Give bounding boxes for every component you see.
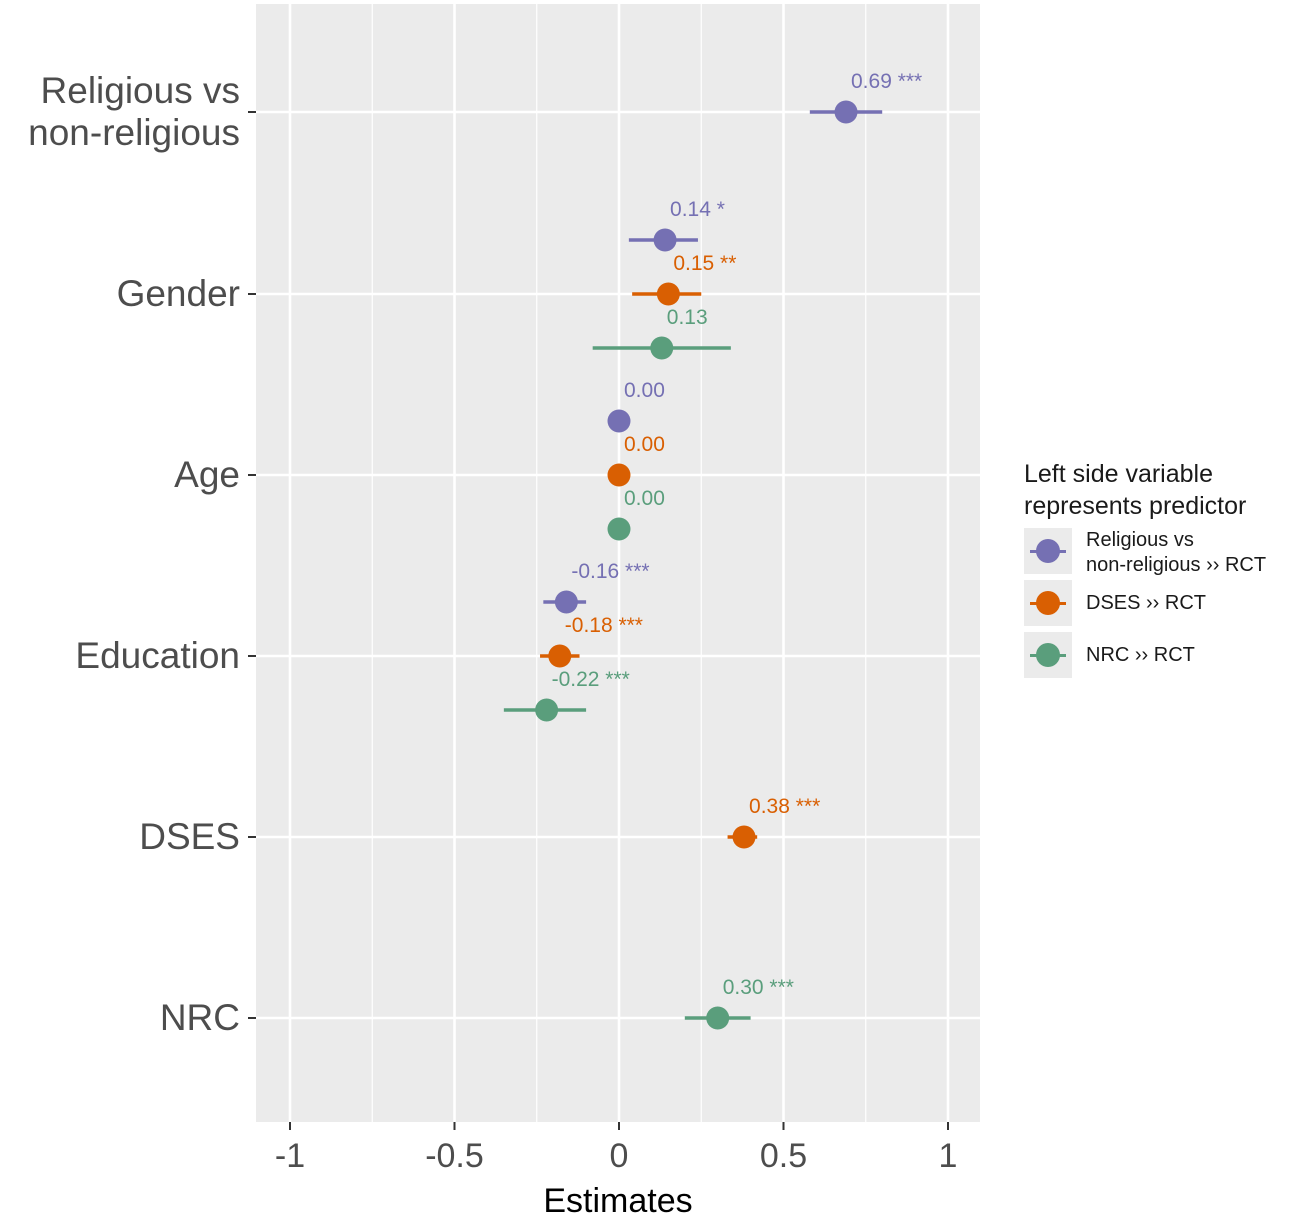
x-tick-label: 0.5 [760, 1137, 807, 1175]
legend-item: DSES ›› RCT [1024, 580, 1304, 632]
legend-key-dot [1036, 643, 1060, 667]
y-category-label: Religious vs non-religious [28, 70, 240, 153]
estimate-data-label: 0.38 *** [749, 795, 820, 818]
y-category-label-line: non-religious [28, 112, 240, 153]
y-category-label-line: DSES [139, 816, 240, 857]
estimate-point [656, 282, 680, 306]
estimate-point [535, 698, 559, 722]
estimate-data-label: -0.18 *** [565, 614, 643, 637]
y-axis: Religious vs non-religious Gender Age Educat… [28, 70, 256, 1038]
estimate-data-label: 0.13 [667, 306, 708, 329]
y-category-label: Gender [117, 273, 240, 314]
y-category-label-line: Religious vs [41, 70, 240, 111]
estimate-data-label: 0.15 ** [673, 252, 736, 275]
y-category-label: NRC [160, 997, 240, 1038]
legend-item: NRC ›› RCT [1024, 632, 1304, 684]
y-category-label-line: Gender [117, 273, 240, 314]
y-category-label-line: NRC [160, 997, 240, 1038]
estimate-data-label: 0.00 [624, 379, 665, 402]
legend-key-dot [1036, 539, 1060, 563]
estimate-marks: 0.69 *** 0.14 * 0.00 -0.16 *** 0.15 ** 0.00 -0… [503, 70, 922, 1030]
grid-minor [371, 4, 867, 1122]
estimate-data-label: 0.30 *** [723, 976, 794, 999]
legend-title: Left side variable represents predictor [1024, 460, 1247, 520]
estimate-point [650, 336, 674, 360]
estimate-point [554, 590, 578, 614]
estimate-point [706, 1006, 730, 1030]
legend-key-swatch [1024, 580, 1072, 626]
y-category-label: Education [75, 635, 240, 676]
legend-label: NRC ›› RCT [1086, 644, 1195, 666]
x-tick-label: 0 [610, 1137, 629, 1175]
estimate-data-label: -0.22 *** [552, 668, 630, 691]
legend: Left side variable represents predictor … [1024, 458, 1304, 684]
estimate-data-label: -0.16 *** [571, 560, 649, 583]
estimate-point [732, 825, 756, 849]
estimate-point [607, 463, 631, 487]
legend-key-swatch [1024, 528, 1072, 574]
estimate-point [607, 409, 631, 433]
y-category-label: DSES [139, 816, 240, 857]
x-tick-label: 1 [939, 1137, 958, 1175]
legend-keys: Religious vs non-religious ›› RCT DSES ››… [1024, 528, 1304, 684]
legend-key-swatch [1024, 632, 1072, 678]
y-category-label-line: Age [174, 454, 240, 495]
estimate-point [607, 517, 631, 541]
x-tick-label: -1 [275, 1137, 305, 1175]
legend-key-dot [1036, 591, 1060, 615]
estimate-data-label: 0.14 * [670, 198, 725, 221]
estimate-data-label: 0.00 [624, 487, 665, 510]
estimate-point [834, 100, 858, 124]
estimate-data-label: 0.00 [624, 433, 665, 456]
x-axis: -1 -0.5 0 0.5 1 [275, 1122, 958, 1175]
y-category-label-line: Education [75, 635, 240, 676]
x-tick-label: -0.5 [425, 1137, 484, 1175]
y-category-label: Age [174, 454, 240, 495]
x-axis-title: Estimates [543, 1182, 692, 1220]
legend-label: Religious vs non-religious ›› RCT [1086, 529, 1267, 576]
legend-label: DSES ›› RCT [1086, 592, 1206, 614]
legend-item: Religious vs non-religious ›› RCT [1024, 528, 1304, 580]
estimate-point [653, 228, 677, 252]
estimate-data-label: 0.69 *** [851, 70, 922, 93]
estimate-point [548, 644, 572, 668]
